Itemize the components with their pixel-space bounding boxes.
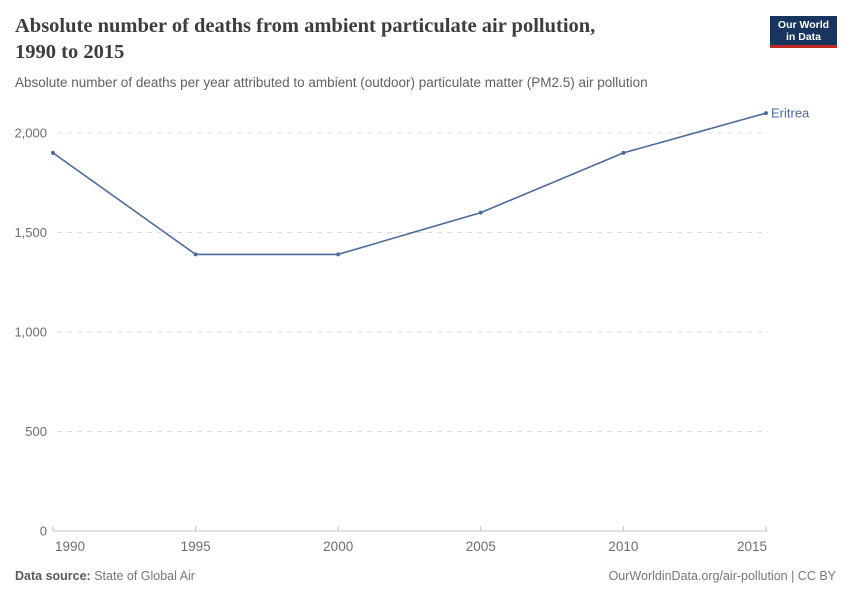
chart-subtitle: Absolute number of deaths per year attri…: [15, 75, 648, 90]
chart-plot-area: 0 500 1,000 1,500 2,000 1990 1995 2000 2005 2010 2…: [0, 100, 850, 560]
y-tick-label: 1,500: [14, 225, 47, 240]
data-line-eritrea: [52, 112, 767, 256]
owid-logo-line2: in Data: [785, 30, 821, 43]
x-tick-label: 2010: [608, 539, 638, 554]
x-tick-label: 1990: [55, 539, 85, 554]
x-tick-label: 2005: [466, 539, 496, 554]
credit-note: OurWorldinData.org/air-pollution | CC BY: [608, 569, 836, 583]
line-chart-svg: 0 500 1,000 1,500 2,000 1990 1995 2000 2005 2010 2…: [14, 106, 810, 554]
data-source-value: State of Global Air: [94, 569, 195, 583]
x-tick-label: 2015: [737, 539, 767, 554]
data-point: [764, 111, 768, 116]
chart-title: Absolute number of deaths from ambient p…: [15, 15, 596, 63]
y-tick-label: 1,000: [14, 325, 47, 340]
series-label-eritrea: Eritrea: [771, 106, 810, 121]
x-tick-label: 2000: [323, 539, 353, 554]
data-source-note: Data source: State of Global Air: [15, 569, 195, 583]
data-point: [478, 210, 483, 215]
y-tick-label: 2,000: [14, 126, 47, 141]
owid-logo: Our World in Data: [770, 16, 837, 48]
chart-footer: Data source: State of Global Air OurWorl…: [15, 569, 836, 583]
y-tick-label: 500: [25, 424, 47, 439]
data-point: [51, 150, 55, 155]
data-source-label: Data source:: [15, 569, 91, 583]
owid-logo-line1: Our World: [777, 18, 830, 31]
y-tick-label: 0: [40, 524, 47, 539]
data-point: [621, 150, 626, 155]
data-point: [193, 252, 198, 257]
x-tick-label: 1995: [181, 539, 211, 554]
data-point: [336, 252, 341, 257]
